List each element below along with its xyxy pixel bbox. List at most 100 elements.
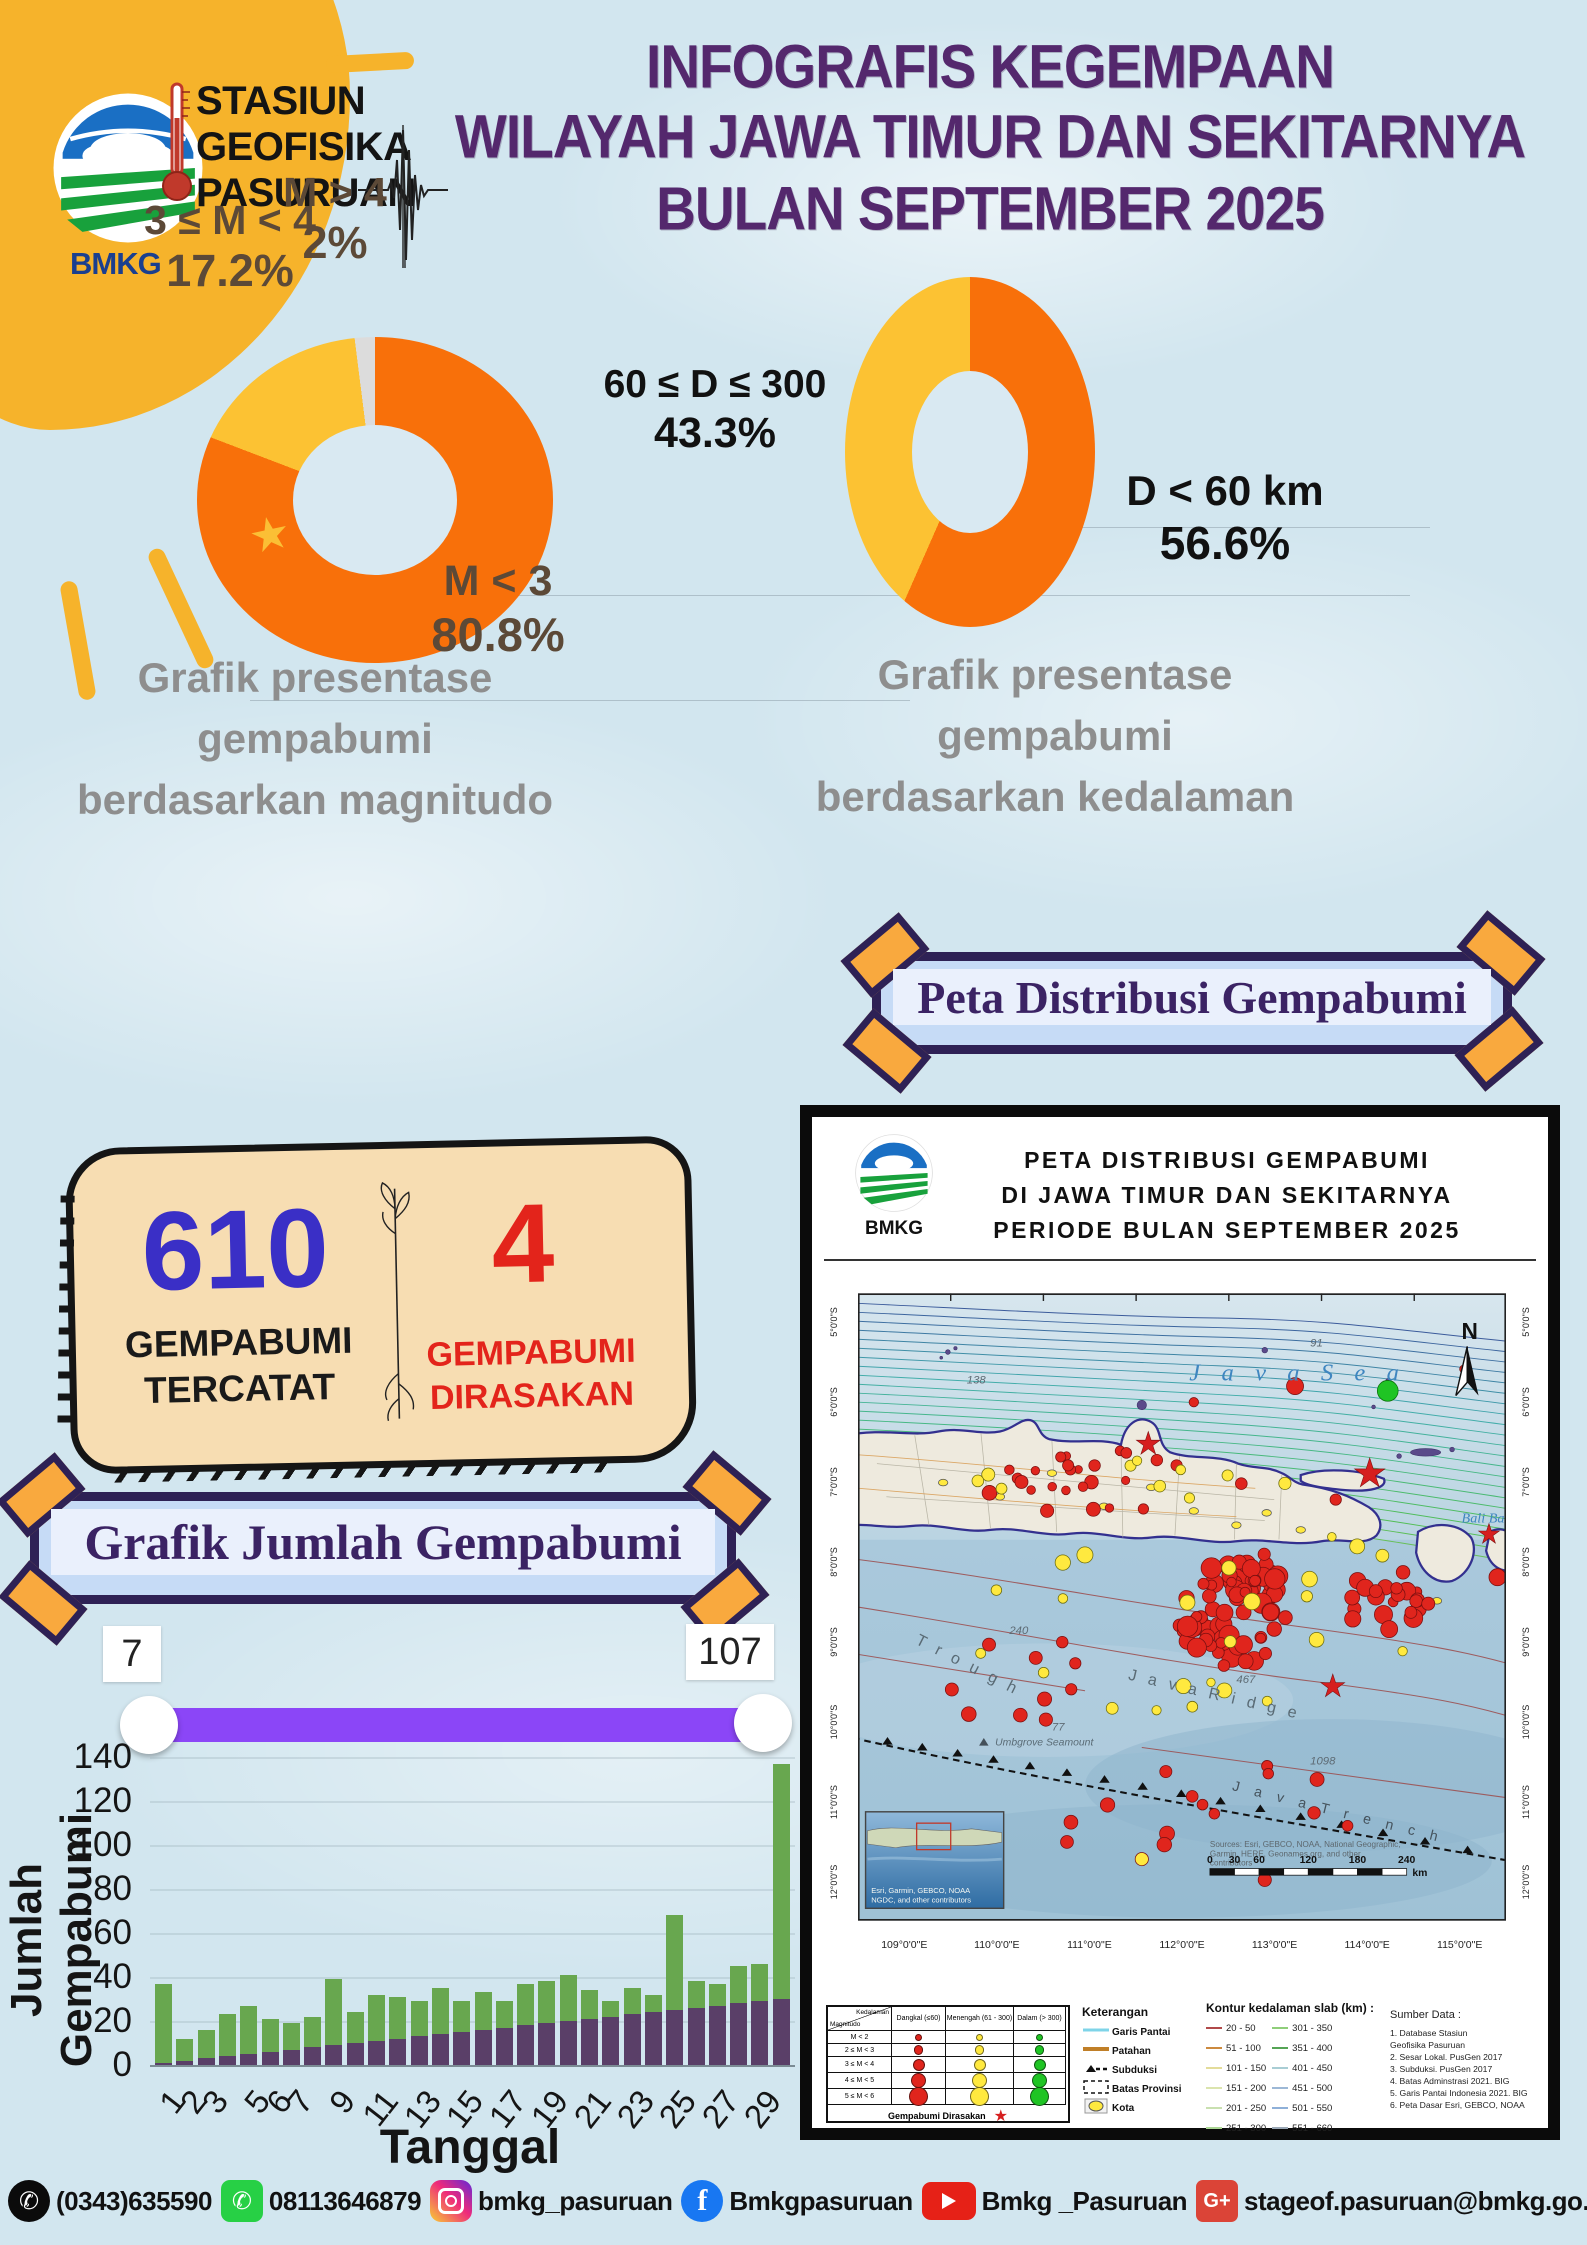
bar-segment-green <box>581 1990 598 2019</box>
magnitude-chart-caption: Grafik presentase gempabumi berdasarkan m… <box>76 654 554 823</box>
contact-facebook[interactable]: f Bmkgpasuruan <box>681 2180 913 2222</box>
svg-text:contributors: contributors <box>1210 1859 1252 1868</box>
legend-item: Kota <box>1082 2098 1198 2118</box>
bar-segment-purple <box>772 1999 790 2065</box>
whatsapp-icon: ✆ <box>220 2180 263 2222</box>
magnitude-label-large-m: M > 4 2% <box>283 169 387 269</box>
source-item: 1. Database Stasiun <box>1390 2028 1468 2038</box>
bar-segment-purple <box>282 2049 300 2065</box>
contact-phone[interactable]: ✆ (0343)635590 <box>8 2180 212 2222</box>
bar-segment-purple <box>346 2043 364 2065</box>
recorded-count: 610 <box>140 1185 330 1314</box>
bar-segment-green <box>623 1988 641 2015</box>
svg-text:180: 180 <box>1349 1855 1367 1866</box>
contact-youtube[interactable]: Bmkg _Pasuruan <box>921 2182 1188 2220</box>
bar-segment-green <box>197 2029 215 2059</box>
bar-segment-green <box>708 1983 726 2006</box>
kontur-range: 151 - 200 <box>1206 2078 1266 2098</box>
y-tick: 120 <box>73 1781 132 1820</box>
depth-label-medium: 60 ≤ D ≤ 300 43.3% <box>603 363 827 458</box>
x-axis-label: Tanggal <box>379 2121 561 2174</box>
kontur-range: 351 - 400 <box>1272 2038 1332 2058</box>
slider-max-value: 107 <box>686 1624 774 1680</box>
seamount-label: Umbgrove Seamount <box>995 1738 1094 1749</box>
kontur-range: 201 - 250 <box>1206 2098 1266 2118</box>
bar-segment-green <box>666 1915 684 2010</box>
phone-icon: ✆ <box>8 2180 50 2222</box>
bar-segment-green <box>644 1994 662 2013</box>
kontur-range: 501 - 550 <box>1272 2098 1332 2118</box>
bar-segment-purple <box>559 2021 577 2065</box>
bar-segment-green <box>218 2014 236 2057</box>
page-title-line3: BULAN SEPTEMBER 2025 <box>656 173 1325 243</box>
slider-handle-left[interactable] <box>120 1696 178 1754</box>
bar-segment-green <box>304 2016 322 2048</box>
stats-card: 610 GEMPABUMI TERCATAT 4 GEMPABUMI DIRASAK… <box>57 1135 698 1483</box>
y-tick: 100 <box>73 1825 132 1864</box>
bar-segment-purple <box>155 2062 172 2065</box>
bar-segment-purple <box>666 2010 684 2065</box>
svg-text:★: ★ <box>1319 1668 1347 1703</box>
bar-segment-green <box>389 1996 407 2039</box>
youtube-icon <box>921 2182 976 2220</box>
decorative-line <box>1000 527 1430 528</box>
facebook-icon: f <box>681 2180 724 2222</box>
source-item: Geofisika Pasuruan <box>1390 2040 1465 2051</box>
bar-segment-green <box>751 1963 769 2002</box>
chart-banner-title: Grafik Jumlah Gempabumi <box>51 1509 715 1575</box>
felt-count: 4 <box>490 1180 556 1307</box>
bar-segment-green <box>431 1988 449 2035</box>
svg-text:Sources: Esri, GEBCO, NOAA, Na: Sources: Esri, GEBCO, NOAA, National Geo… <box>1210 1840 1401 1849</box>
svg-text:138: 138 <box>967 1374 987 1386</box>
contact-whatsapp[interactable]: ✆ 08113646879 <box>220 2180 422 2222</box>
inset-map: Esri, Garmin, GEBCO, NOAA NGDC, and othe… <box>864 1811 1005 1910</box>
bar-segment-purple <box>410 2036 428 2065</box>
source-item: 5. Garis Pantai Indonesia 2021. BIG <box>1390 2088 1528 2099</box>
bar-segment-green <box>282 2023 300 2050</box>
y-tick: 20 <box>93 2001 132 2040</box>
bar-segment-green <box>176 2038 194 2061</box>
bar-segment-purple <box>453 2032 471 2065</box>
divider <box>824 1259 1536 1261</box>
magnitude-depth-legend-table: Kedalaman Magnitudo Dangkal (≤60) Menengah … <box>826 2005 1070 2125</box>
bar-segment-green <box>453 2001 471 2032</box>
bar-segment-purple <box>240 2054 258 2065</box>
depth-label-shallow: D < 60 km 56.6% <box>1126 467 1324 569</box>
source-item: 4. Batas Adminstrasi 2021. BIG <box>1390 2076 1510 2087</box>
source-item: 6. Peta Dasar Esri, GEBCO, NOAA <box>1390 2100 1525 2111</box>
svg-text:60: 60 <box>1253 1855 1265 1866</box>
svg-text:★: ★ <box>1352 1451 1387 1495</box>
svg-text:Garmin, HERE, Geonames.org, an: Garmin, HERE, Geonames.org, and other <box>1210 1849 1361 1858</box>
north-arrow-icon <box>1455 1346 1479 1397</box>
map-bmkg-logo: BMKG <box>854 1133 934 1240</box>
svg-text:km: km <box>1412 1868 1427 1879</box>
bar-segment-purple <box>751 2001 769 2065</box>
bar-segment-purple <box>197 2058 215 2065</box>
bar-segment-green <box>368 1994 385 2041</box>
bar-segment-green <box>474 1992 492 2030</box>
svg-text:Esri, Garmin, GEBCO, NOAA: Esri, Garmin, GEBCO, NOAA <box>871 1886 971 1895</box>
bar-segment-green <box>495 2001 513 2028</box>
bar-segment-purple <box>176 2060 194 2065</box>
bar-segment-green <box>687 1981 705 2008</box>
bar-segment-purple <box>708 2005 726 2065</box>
range-slider-track[interactable] <box>150 1708 764 1742</box>
source-item: 2. Sesar Lokal. PusGen 2017 <box>1390 2052 1503 2063</box>
svg-text:467: 467 <box>1236 1674 1256 1686</box>
slider-handle-right[interactable] <box>734 1694 792 1752</box>
map-canvas: 1389199240467109877 <box>858 1293 1506 1921</box>
north-label: N <box>1462 1318 1478 1344</box>
kontur-range: 251 - 300 <box>1206 2118 1266 2138</box>
magnitude-label-medium: 3 ≤ M < 4 17.2% <box>144 197 316 297</box>
kontur-range: 401 - 450 <box>1272 2058 1332 2078</box>
svg-text:77: 77 <box>1052 1721 1065 1733</box>
contact-googleplus[interactable]: G+ stageof.pasuruan@bmkg.go.id <box>1196 2180 1587 2222</box>
star-icon: ★ <box>244 504 296 564</box>
bar-segment-purple <box>389 2038 407 2065</box>
bar-segment-purple <box>325 2045 343 2065</box>
seismogram-icon <box>358 120 448 275</box>
contact-instagram[interactable]: bmkg_pasuruan <box>430 2180 673 2222</box>
distribution-map-panel: BMKG PETA DISTRIBUSI GEMPABUMI DI JAWA T… <box>800 1105 1560 2140</box>
svg-text:1098: 1098 <box>1310 1756 1336 1768</box>
